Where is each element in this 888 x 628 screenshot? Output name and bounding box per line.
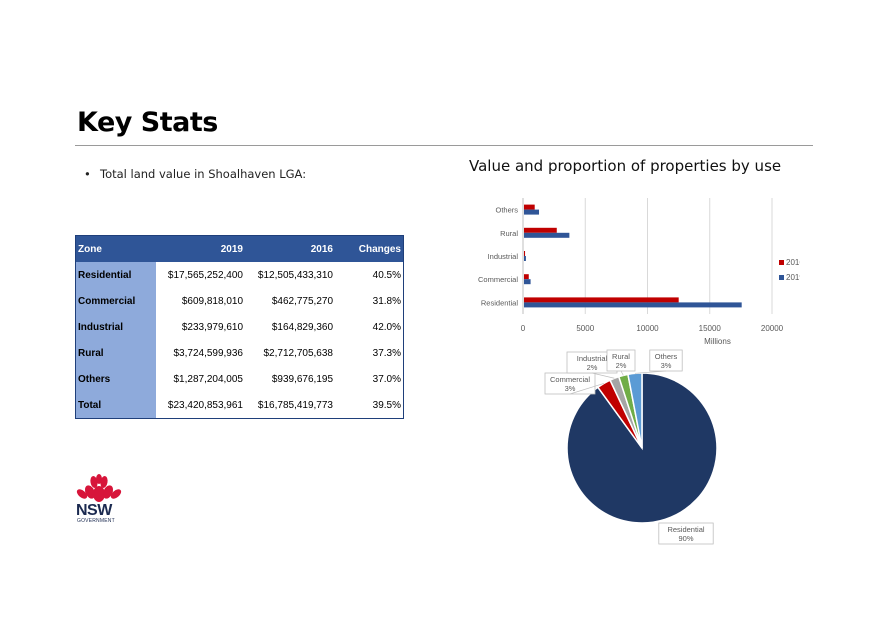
column-header: 2016: [245, 235, 335, 262]
data-label-value: 90%: [678, 534, 693, 543]
table-cell: 37.3%: [335, 340, 404, 366]
y-category-label: Industrial: [488, 252, 519, 261]
land-value-table: Zone 2019 2016 Changes Residential $17,5…: [75, 235, 404, 419]
bullet-text: Total land value in Shoalhaven LGA:: [100, 167, 307, 181]
y-category-label: Residential: [481, 298, 518, 307]
bar-2019-commercial: [524, 279, 531, 285]
leader-line: [634, 370, 667, 374]
table-cell-zone: Commercial: [75, 288, 156, 314]
legend-swatch: [779, 260, 784, 265]
data-label-name: Others: [655, 352, 678, 361]
table-cell: $12,505,433,310: [245, 262, 335, 288]
y-category-label: Rural: [500, 229, 518, 238]
bar-2016-others: [524, 204, 535, 210]
data-label-value: 3%: [565, 384, 576, 393]
bar-2019-others: [524, 209, 540, 215]
column-header: 2019: [156, 235, 245, 262]
bullet-icon: •: [84, 167, 91, 181]
table-cell: $17,565,252,400: [156, 262, 245, 288]
table-cell-zone: Rural: [75, 340, 156, 366]
leader-line: [591, 372, 615, 379]
logo-text: NSW: [76, 502, 112, 519]
data-label-value: 2%: [616, 361, 627, 370]
table-cell: $164,829,360: [245, 314, 335, 340]
data-label-value: 2%: [587, 363, 598, 372]
y-category-label: Others: [495, 206, 518, 215]
leader-line: [569, 383, 604, 395]
bar-chart: 0 5000 10000 15000 20000 Residential Commercia…: [478, 198, 800, 346]
data-label-value: 3%: [661, 361, 672, 370]
legend-label: 2019: [786, 273, 800, 282]
data-label-name: Commercial: [550, 375, 590, 384]
y-category-label: Commercial: [478, 275, 518, 284]
table-cell-zone: Others: [75, 366, 156, 392]
bar-2016-industrial: [524, 251, 526, 256]
table-cell: 37.0%: [335, 366, 404, 392]
table-cell: 31.8%: [335, 288, 404, 314]
chart-title: Value and proportion of properties by us…: [469, 157, 782, 175]
table-cell: $2,712,705,638: [245, 340, 335, 366]
x-tick-label: 15000: [699, 324, 722, 333]
table-header-row: Zone 2019 2016 Changes: [75, 235, 404, 262]
table-row: Residential $17,565,252,400 $12,505,433,…: [75, 262, 404, 288]
bullet-item: • Total land value in Shoalhaven LGA:: [84, 167, 306, 181]
table-cell-zone: Residential: [75, 262, 156, 288]
page-title: Key Stats: [77, 107, 218, 138]
table-cell: $16,785,419,773: [245, 392, 335, 419]
legend-swatch: [779, 275, 784, 280]
table-row: Industrial $233,979,610 $164,829,360 42.…: [75, 314, 404, 340]
bar-2016-rural: [524, 227, 557, 233]
column-header: Changes: [335, 235, 404, 262]
column-header: Zone: [75, 235, 156, 262]
data-label-box: [658, 522, 714, 545]
x-tick-label: 0: [521, 324, 526, 333]
table-row: Total $23,420,853,961 $16,785,419,773 39…: [75, 392, 404, 419]
table-cell: $462,775,270: [245, 288, 335, 314]
x-axis-title: Millions: [704, 337, 731, 346]
table-cell-zone: Total: [75, 392, 156, 419]
table-cell: $233,979,610: [156, 314, 245, 340]
table-cell: 40.5%: [335, 262, 404, 288]
table-cell: $3,724,599,936: [156, 340, 245, 366]
bar-2019-residential: [524, 302, 742, 308]
table-cell: $23,420,853,961: [156, 392, 245, 419]
waratah-icon: [76, 474, 122, 502]
bar-2016-residential: [524, 297, 679, 303]
table-row: Commercial $609,818,010 $462,775,270 31.…: [75, 288, 404, 314]
legend-label: 2016: [786, 258, 800, 267]
bar-2016-commercial: [524, 274, 529, 280]
table-cell-zone: Industrial: [75, 314, 156, 340]
x-tick-label: 10000: [636, 324, 659, 333]
table-cell: 42.0%: [335, 314, 404, 340]
table-cell: $609,818,010: [156, 288, 245, 314]
table-row: Rural $3,724,599,936 $2,712,705,638 37.3…: [75, 340, 404, 366]
table-cell: $939,676,195: [245, 366, 335, 392]
title-divider: [75, 145, 813, 146]
leader-line: [620, 370, 624, 376]
bar-2019-rural: [524, 232, 570, 238]
table-cell: 39.5%: [335, 392, 404, 419]
data-label-name: Rural: [612, 352, 630, 361]
logo-subtext: GOVERNMENT: [77, 518, 115, 524]
pie-chart: Residential90%Commercial3%Industrial2%Ru…: [544, 349, 718, 545]
table-cell: $1,287,204,005: [156, 366, 245, 392]
bar-2019-industrial: [524, 256, 526, 261]
table-row: Others $1,287,204,005 $939,676,195 37.0%: [75, 366, 404, 392]
x-tick-label: 20000: [761, 324, 784, 333]
data-label-name: Industrial: [577, 354, 608, 363]
nsw-government-logo: NSW GOVERNMENT: [74, 474, 124, 526]
data-label-name: Residential: [667, 525, 704, 534]
x-tick-label: 5000: [576, 324, 594, 333]
